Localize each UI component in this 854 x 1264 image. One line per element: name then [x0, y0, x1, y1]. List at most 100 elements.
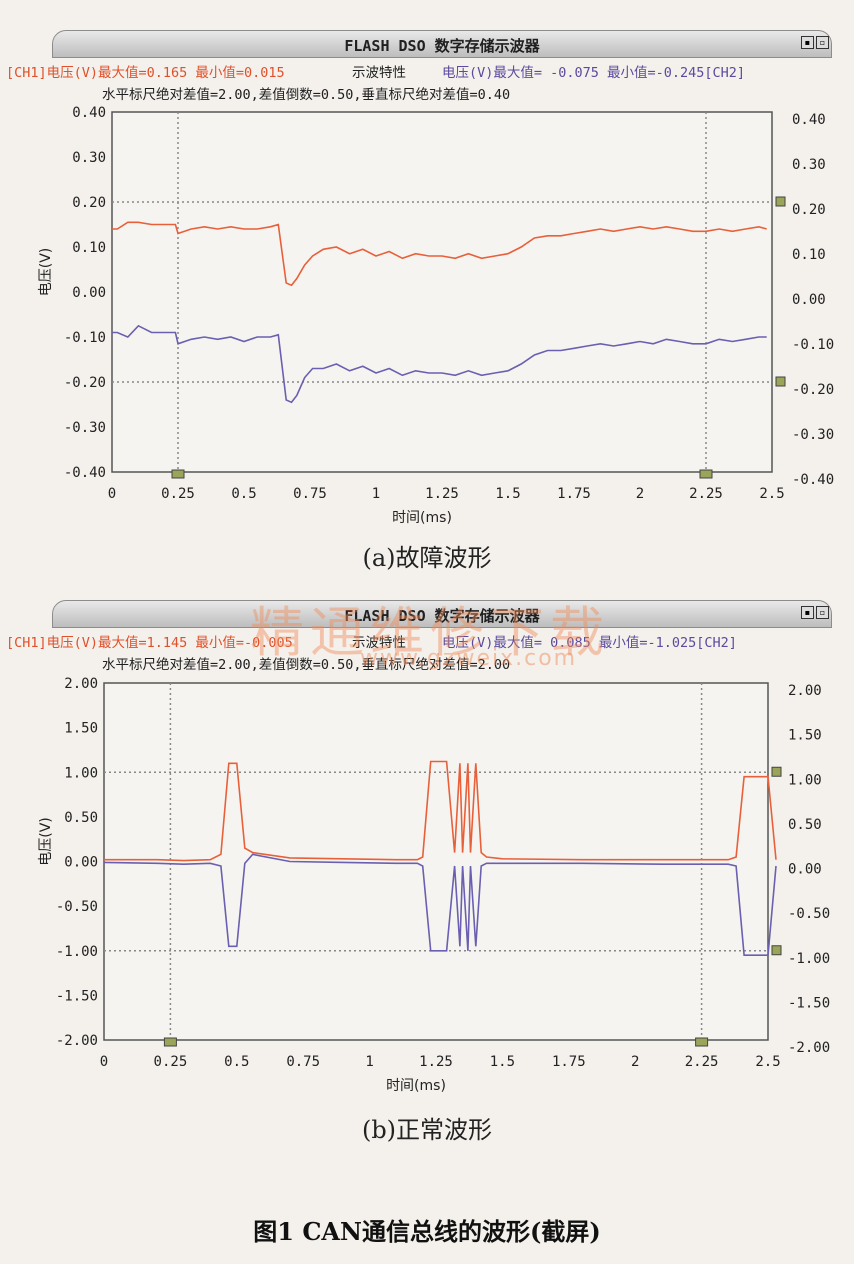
cursor-handle: [775, 196, 786, 207]
xtick-label: 0.5: [224, 1054, 249, 1070]
ytick-label-left: -0.20: [64, 375, 106, 391]
ytick-label-left: -1.50: [56, 988, 98, 1004]
ch1-info: [CH1]电压(V)最大值=1.145 最小值=-0.005: [6, 635, 293, 651]
xtick-label: 1.5: [490, 1054, 515, 1070]
cursor-handle: [771, 945, 782, 956]
ytick-label-right: 0.30: [792, 157, 826, 173]
ytick-label-left: -0.40: [64, 465, 106, 481]
watermark-url: www.gzweix.com: [360, 646, 578, 671]
xtick-label: 1: [365, 1054, 373, 1070]
cursor-handle: [699, 469, 713, 479]
ch2-info: 电压(V)最大值= -0.075 最小值=-0.245[CH2]: [442, 65, 746, 81]
ytick-label-right: 0.40: [792, 112, 826, 128]
xtick-label: 0.25: [161, 486, 195, 502]
xtick-label: 0.75: [293, 486, 327, 502]
ytick-label-left: 0.00: [64, 855, 98, 871]
ytick-label-right: -1.00: [788, 951, 830, 967]
ytick-label-right: 0.00: [788, 862, 822, 878]
x-axis-label: 时间(ms): [392, 510, 452, 526]
y-axis-label: 电压(V): [38, 817, 54, 866]
xtick-label: 0.5: [231, 486, 256, 502]
xtick-label: 1.25: [419, 1054, 453, 1070]
chart-a: -0.40 -0.40 -0.30 -0.30 -0.20 -0.20 -0.10 -0.10…: [38, 105, 834, 526]
ytick-label-right: 0.00: [792, 292, 826, 308]
ytick-label-right: -0.20: [792, 382, 834, 398]
window-title: FLASH DSO 数字存储示波器: [344, 607, 540, 625]
xtick-label: 0: [100, 1054, 108, 1070]
figure-title: 图1 CAN通信总线的波形(截屏): [253, 1217, 601, 1246]
mode-label: 示波特性: [352, 65, 406, 81]
channel-info: [CH1]电压(V)最大值=0.165 最小值=0.015 示波特性 电压(V)…: [6, 58, 832, 83]
close-icon[interactable]: ▫: [816, 606, 829, 619]
ytick-label-left: -0.50: [56, 899, 98, 915]
ytick-label-right: -0.50: [788, 906, 830, 922]
window-title: FLASH DSO 数字存储示波器: [344, 37, 540, 55]
xtick-label: 2.25: [685, 1054, 719, 1070]
window-titlebar[interactable]: FLASH DSO 数字存储示波器 ▪ ▫: [52, 30, 832, 58]
channel-info: [CH1]电压(V)最大值=1.145 最小值=-0.005 示波特性 电压(V…: [6, 628, 832, 653]
ytick-label-left: 0.00: [72, 285, 106, 301]
caption-a: (a)故障波形: [362, 544, 492, 572]
cursor-handle: [163, 1037, 177, 1047]
ytick-label-right: -0.30: [792, 427, 834, 443]
ytick-label-left: 0.50: [64, 810, 98, 826]
ytick-label-left: 2.00: [64, 676, 98, 692]
cursor-info: 水平标尺绝对差值=2.00,差值倒数=0.50,垂直标尺绝对差值=0.40: [102, 87, 511, 103]
ytick-label-left: -1.00: [56, 944, 98, 960]
panel-b: FLASH DSO 数字存储示波器 ▪ ▫ [CH1]电压(V)最大值=1.14…: [6, 600, 832, 673]
plot-area: [111, 111, 773, 473]
y-axis-label: 电压(V): [38, 248, 54, 297]
ytick-label-left: 0.30: [72, 150, 106, 166]
xtick-label: 2: [636, 486, 644, 502]
caption-b: (b)正常波形: [361, 1116, 493, 1144]
ytick-label-right: 0.50: [788, 817, 822, 833]
xtick-label: 2.5: [755, 1054, 780, 1070]
ytick-label-left: 0.40: [72, 105, 106, 121]
ytick-label-left: -0.10: [64, 330, 106, 346]
cursor-handle: [171, 469, 185, 479]
cursor-handle: [771, 766, 782, 777]
xtick-label: 1.75: [552, 1054, 586, 1070]
cursor-handle: [695, 1037, 709, 1047]
ytick-label-left: -0.30: [64, 420, 106, 436]
xtick-label: 2: [631, 1054, 639, 1070]
ytick-label-right: -0.40: [792, 472, 834, 488]
xtick-label: 1.25: [425, 486, 459, 502]
xtick-label: 1: [372, 486, 380, 502]
mode-label: 示波特性: [352, 635, 406, 651]
ytick-label-right: 1.00: [788, 772, 822, 788]
xtick-label: 1.75: [557, 486, 591, 502]
series-line-ch1: [112, 221, 767, 287]
chart-b: -2.00 -2.00 -1.50 -1.50 -1.00 -1.00 -0.50 -0.50…: [38, 676, 830, 1094]
minimize-icon[interactable]: ▪: [801, 36, 814, 49]
ch1-info: [CH1]电压(V)最大值=0.165 最小值=0.015: [6, 65, 285, 81]
ytick-label-right: 2.00: [788, 683, 822, 699]
ytick-label-right: 0.10: [792, 247, 826, 263]
minimize-icon[interactable]: ▪: [801, 606, 814, 619]
cursor-handle: [775, 376, 786, 387]
ytick-label-left: -2.00: [56, 1033, 98, 1049]
xtick-label: 1.5: [495, 486, 520, 502]
xtick-label: 2.25: [689, 486, 723, 502]
xtick-label: 0.75: [286, 1054, 320, 1070]
ytick-label-left: 0.20: [72, 195, 106, 211]
ytick-label-right: -2.00: [788, 1040, 830, 1056]
xtick-label: 0: [108, 486, 116, 502]
ytick-label-right: 0.20: [792, 202, 826, 218]
ytick-label-left: 1.00: [64, 765, 98, 781]
ytick-label-right: 1.50: [788, 728, 822, 744]
window-titlebar[interactable]: FLASH DSO 数字存储示波器 ▪ ▫: [52, 600, 832, 628]
ytick-label-right: -0.10: [792, 337, 834, 353]
close-icon[interactable]: ▫: [816, 36, 829, 49]
ytick-label-right: -1.50: [788, 995, 830, 1011]
series-line-ch2: [112, 324, 767, 404]
ytick-label-left: 0.10: [72, 240, 106, 256]
plot-area: [103, 682, 769, 1041]
series-line-ch1: [104, 760, 777, 862]
panel-a: FLASH DSO 数字存储示波器 ▪ ▫ [CH1]电压(V)最大值=0.16…: [6, 30, 832, 103]
xtick-label: 0.25: [154, 1054, 188, 1070]
watermark: 精通维修下载: [250, 601, 610, 664]
ytick-label-left: 1.50: [64, 721, 98, 737]
x-axis-label: 时间(ms): [386, 1078, 446, 1094]
xtick-label: 2.5: [759, 486, 784, 502]
